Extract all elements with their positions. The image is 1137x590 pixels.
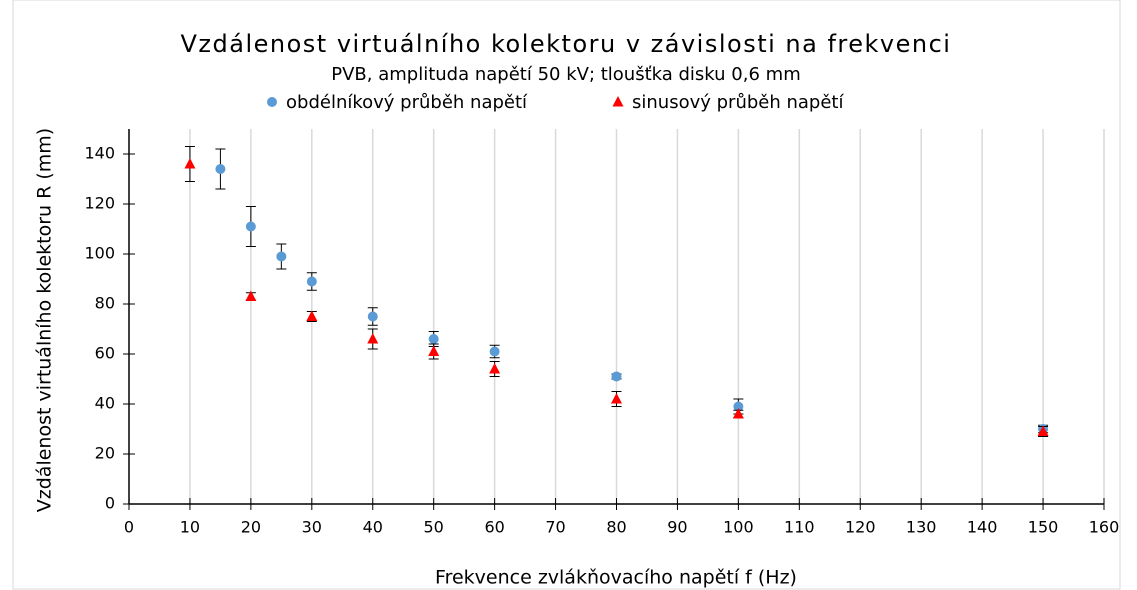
y-tick-label: 140 bbox=[84, 144, 115, 163]
point bbox=[184, 158, 196, 169]
point bbox=[732, 408, 744, 419]
y-tick-label: 60 bbox=[95, 344, 115, 363]
x-tick-label: 90 bbox=[667, 518, 687, 537]
x-tick-label: 70 bbox=[545, 518, 565, 537]
x-tick-label: 60 bbox=[484, 518, 504, 537]
point bbox=[215, 164, 226, 174]
x-tick-label: 100 bbox=[723, 518, 754, 537]
point bbox=[428, 345, 440, 356]
x-tick-label: 160 bbox=[1089, 518, 1120, 537]
point bbox=[489, 346, 500, 357]
point bbox=[367, 311, 378, 322]
y-tick-label: 20 bbox=[95, 444, 115, 463]
point bbox=[489, 363, 501, 374]
x-tick-label: 140 bbox=[967, 518, 998, 537]
x-tick-label: 30 bbox=[302, 518, 322, 537]
x-tick-label: 80 bbox=[606, 518, 626, 537]
x-tick-label: 0 bbox=[124, 518, 134, 537]
legend-label: sinusový průběh napětí bbox=[632, 92, 844, 113]
x-tick-label: 120 bbox=[845, 518, 876, 537]
y-axis-label: Vzdálenost virtuálního kolektoru R (mm) bbox=[34, 128, 56, 512]
point bbox=[245, 221, 256, 232]
y-tick-label: 80 bbox=[95, 294, 115, 313]
point bbox=[1037, 425, 1049, 436]
chart-subtitle: PVB, amplituda napětí 50 kV; tloušťka di… bbox=[331, 64, 800, 85]
point bbox=[306, 310, 318, 321]
x-tick-label: 50 bbox=[424, 518, 444, 537]
point bbox=[611, 393, 622, 404]
point bbox=[245, 290, 257, 301]
x-tick-label: 40 bbox=[363, 518, 383, 537]
point bbox=[367, 333, 379, 344]
x-axis-label: Frekvence zvlákňovacího napětí f (Hz) bbox=[435, 567, 797, 589]
point bbox=[428, 334, 439, 344]
point bbox=[733, 401, 744, 412]
x-tick-label: 20 bbox=[241, 518, 261, 537]
chart-frame bbox=[12, 0, 1121, 590]
x-tick-label: 110 bbox=[784, 518, 815, 537]
y-tick-label: 0 bbox=[105, 494, 115, 513]
legend-marker bbox=[612, 96, 624, 107]
point bbox=[306, 276, 317, 287]
point bbox=[276, 251, 287, 262]
point bbox=[611, 371, 622, 382]
x-tick-label: 10 bbox=[180, 518, 200, 537]
legend-label: obdélníkový průběh napětí bbox=[286, 92, 528, 113]
x-tick-label: 130 bbox=[906, 518, 937, 537]
x-tick-label: 150 bbox=[1028, 518, 1059, 537]
legend-marker bbox=[267, 97, 277, 107]
y-tick-label: 120 bbox=[84, 194, 115, 213]
y-tick-label: 100 bbox=[84, 244, 115, 263]
y-tick-label: 40 bbox=[95, 394, 115, 413]
chart-title: Vzdálenost virtuálního kolektoru v závis… bbox=[181, 30, 952, 58]
